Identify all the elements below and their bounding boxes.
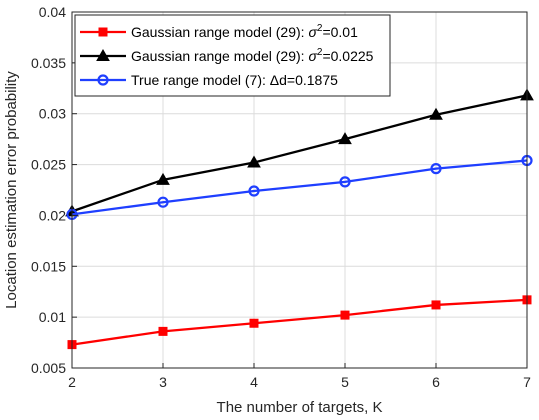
y-tick-label: 0.01 [39,309,66,325]
legend-label-tail: =0.01 [322,24,358,40]
x-tick-label: 4 [250,374,258,390]
data-point [430,163,442,175]
data-point [156,172,170,185]
data-point [431,300,441,310]
x-tick-label: 3 [159,374,167,390]
legend-marker [96,48,110,61]
y-tick-label: 0.03 [39,106,66,122]
series-group [65,88,534,350]
x-tick-label: 7 [523,374,531,390]
legend-superscript: 2 [317,47,323,58]
plot-frame [71,11,528,369]
series-line [71,159,528,216]
x-axis-label: The number of targets, K [217,399,383,416]
series-line [71,94,528,213]
y-tick-label: 0.02 [39,207,66,223]
data-point [249,318,259,328]
legend-box [74,14,391,97]
data-point [338,132,352,145]
x-tick-label: 5 [341,374,349,390]
data-point [248,185,260,197]
data-point [339,176,351,188]
legend-sigma: σ [308,48,317,64]
legend-marker [97,74,109,86]
y-tick-label: 0.005 [31,360,66,376]
legend-label-main: Gaussian range model (29): [131,24,308,40]
legend-item-black-triangle: Gaussian range model (29): σ2=0.0225 [80,47,374,64]
x-tick-label: 6 [432,374,440,390]
legend-label-tail: =0.0225 [322,48,373,64]
x-tick-label: 2 [68,374,76,390]
legend-item-blue-circle: True range model (7): Δd=0.1875 [80,72,338,88]
y-tick-label: 0.025 [31,157,66,173]
legend-marker [98,27,108,37]
legend-sigma: σ [308,24,317,40]
y-axis-label: Location estimation error probability [3,71,20,309]
legend-item-red-square: Gaussian range model (29): σ2=0.01 [80,23,358,40]
data-point [340,310,350,320]
data-point [157,196,169,208]
series-line [71,298,528,346]
y-tick-label: 0.015 [31,258,66,274]
data-point [429,107,443,120]
data-point [158,326,168,336]
legend-label: Gaussian range model (29): σ2=0.0225 [131,47,374,64]
y-tick-label: 0.035 [31,55,66,71]
legend-superscript: 2 [317,23,323,34]
legend-label-main: Gaussian range model (29): [131,48,308,64]
legend: Gaussian range model (29): σ2=0.01Gaussi… [74,14,391,97]
legend-label: Gaussian range model (29): σ2=0.01 [131,23,358,40]
legend-label: True range model (7): Δd=0.1875 [131,72,338,88]
tick-group: 2 3 4 5 6 7 0.005 0.01 0.015 0.02 0.025 0.03 0.035 0.… [31,4,531,390]
legend-label-main: True range model (7): Δd=0.1875 [131,72,338,88]
data-point [247,155,261,168]
y-tick-label: 0.04 [39,4,66,20]
